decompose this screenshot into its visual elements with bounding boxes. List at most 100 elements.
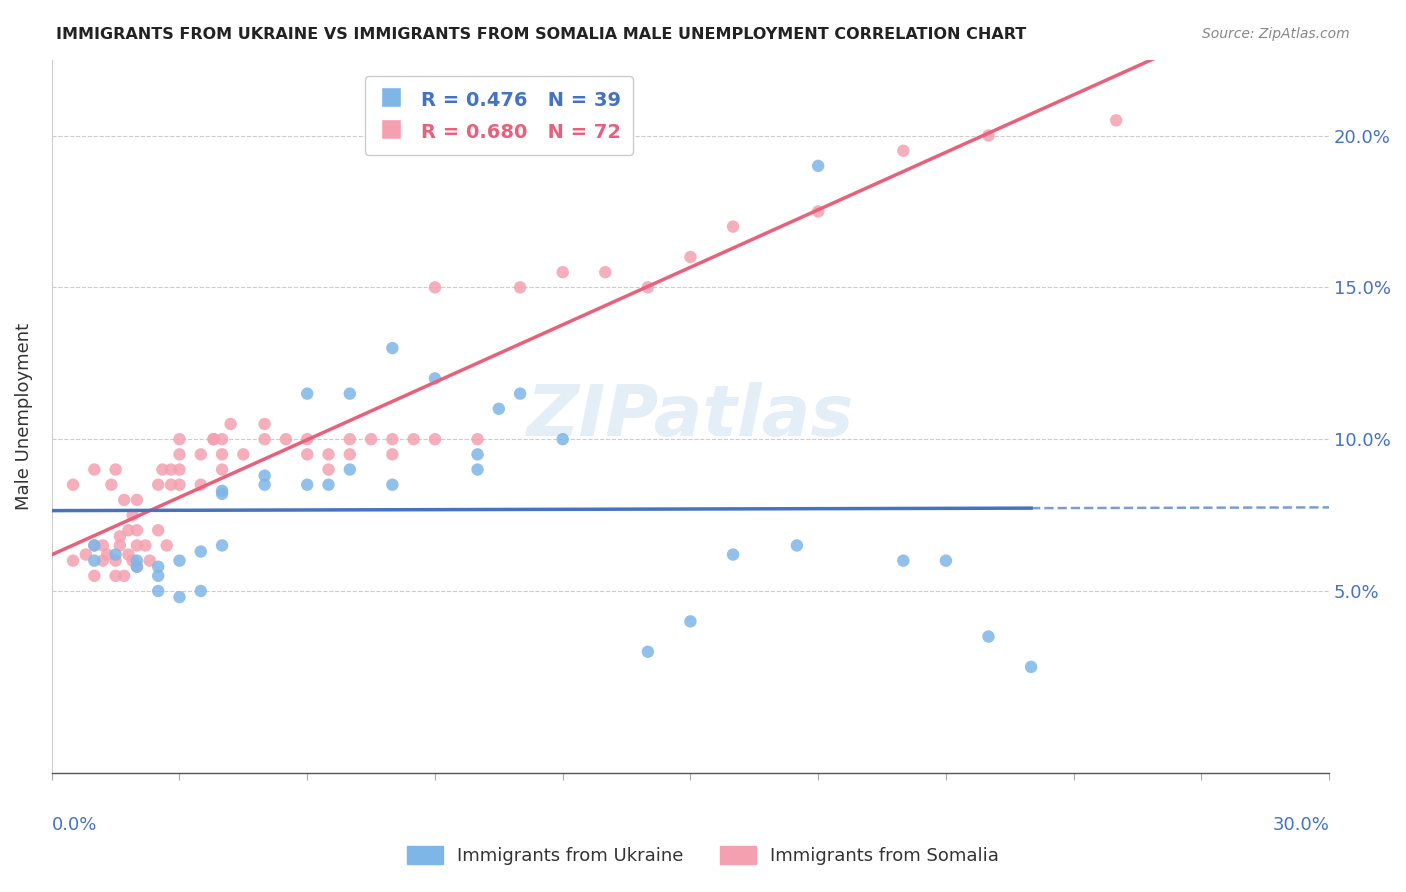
Point [75, 548, 97, 562]
Point [935, 554, 957, 568]
Point [104, 462, 127, 476]
Point [318, 477, 340, 491]
Text: IMMIGRANTS FROM UKRAINE VS IMMIGRANTS FROM SOMALIA MALE UNEMPLOYMENT CORRELATION: IMMIGRANTS FROM UKRAINE VS IMMIGRANTS FR… [56, 27, 1026, 42]
Point [134, 538, 156, 552]
Point [318, 462, 340, 476]
Point [125, 523, 148, 537]
Point [339, 386, 361, 401]
Point [138, 554, 160, 568]
Point [297, 386, 319, 401]
Point [253, 468, 276, 483]
Point [637, 280, 659, 294]
Point [83, 538, 105, 552]
Point [977, 128, 1000, 143]
Point [125, 538, 148, 552]
Point [83, 554, 105, 568]
Point [148, 584, 170, 599]
Point [104, 569, 127, 583]
Point [381, 341, 404, 355]
Point [786, 538, 808, 552]
Point [83, 538, 105, 552]
Point [360, 432, 382, 446]
Point [211, 432, 233, 446]
Point [297, 447, 319, 461]
Point [807, 204, 830, 219]
Point [423, 371, 446, 385]
Point [381, 432, 404, 446]
Point [467, 462, 489, 476]
Point [509, 280, 531, 294]
Point [253, 432, 276, 446]
Point [381, 447, 404, 461]
Point [125, 559, 148, 574]
Point [160, 477, 183, 491]
Point [467, 447, 489, 461]
Point [156, 538, 179, 552]
Point [381, 477, 404, 491]
Point [339, 432, 361, 446]
Point [83, 462, 105, 476]
Point [125, 492, 148, 507]
Point [1105, 113, 1128, 128]
Point [62, 477, 84, 491]
Point [253, 417, 276, 431]
Point [190, 447, 212, 461]
Point [721, 219, 744, 234]
Point [637, 645, 659, 659]
Point [211, 538, 233, 552]
Point [551, 432, 574, 446]
Point [202, 432, 225, 446]
Point [339, 462, 361, 476]
Point [423, 280, 446, 294]
Point [62, 554, 84, 568]
Point [169, 447, 191, 461]
Point [253, 477, 276, 491]
Point [148, 477, 170, 491]
Point [117, 548, 139, 562]
Point [152, 462, 174, 476]
Point [679, 615, 702, 629]
Point [148, 559, 170, 574]
Point [125, 559, 148, 574]
Point [467, 432, 489, 446]
Text: Source: ZipAtlas.com: Source: ZipAtlas.com [1202, 27, 1350, 41]
Point [104, 548, 127, 562]
Point [169, 554, 191, 568]
Point [402, 432, 425, 446]
Point [108, 529, 131, 543]
Point [891, 144, 914, 158]
Point [977, 630, 1000, 644]
Point [509, 386, 531, 401]
Point [297, 432, 319, 446]
Point [148, 569, 170, 583]
Point [219, 417, 242, 431]
Point [318, 447, 340, 461]
Point [211, 483, 233, 498]
Point [595, 265, 617, 279]
Y-axis label: Male Unemployment: Male Unemployment [15, 323, 32, 510]
Point [169, 432, 191, 446]
Legend: Immigrants from Ukraine, Immigrants from Somalia: Immigrants from Ukraine, Immigrants from… [398, 837, 1008, 874]
Point [488, 401, 510, 416]
Point [121, 508, 143, 522]
Point [274, 432, 297, 446]
Point [423, 432, 446, 446]
Point [679, 250, 702, 264]
Point [211, 447, 233, 461]
Point [148, 523, 170, 537]
Point [96, 548, 118, 562]
Text: ZIPatlas: ZIPatlas [527, 382, 853, 450]
Point [1019, 660, 1042, 674]
Point [117, 523, 139, 537]
Point [112, 492, 135, 507]
Point [211, 462, 233, 476]
Point [339, 447, 361, 461]
Point [232, 447, 254, 461]
Point [104, 554, 127, 568]
Point [551, 265, 574, 279]
Point [112, 569, 135, 583]
Point [83, 569, 105, 583]
Point [121, 554, 143, 568]
Point [297, 477, 319, 491]
Text: 0.0%: 0.0% [52, 816, 97, 834]
